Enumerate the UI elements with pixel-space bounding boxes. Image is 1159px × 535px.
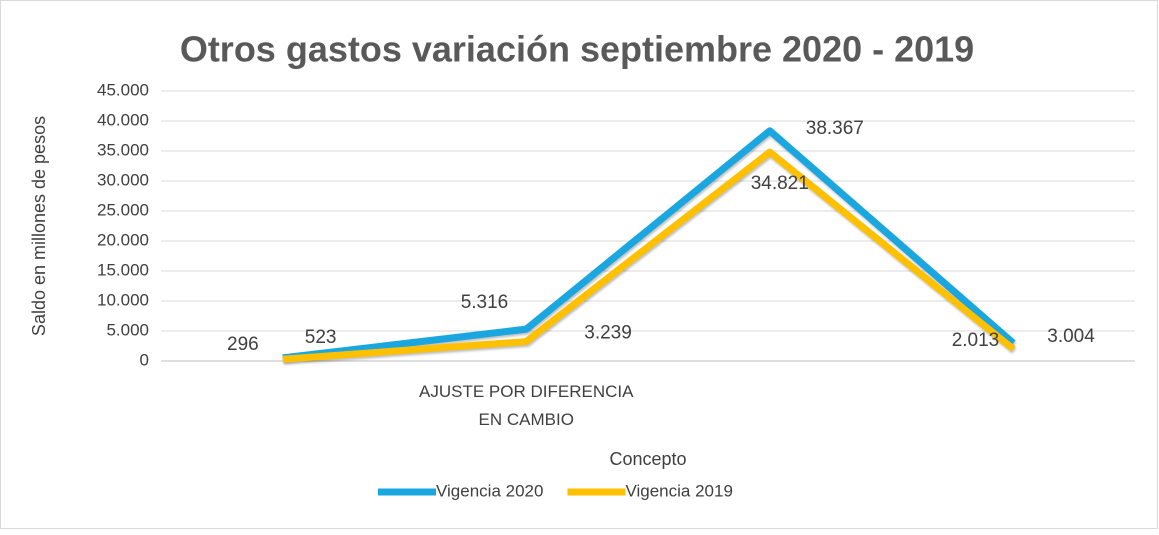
- data-label: 3.004: [1047, 326, 1095, 347]
- y-tick-label: 0: [140, 350, 149, 369]
- chart-title: Otros gastos variación septiembre 2020 -…: [180, 29, 974, 70]
- y-tick-label: 15.000: [97, 260, 149, 279]
- data-label: 523: [305, 327, 337, 348]
- y-tick-label: 30.000: [97, 170, 149, 189]
- y-axis-title: Saldo en millones de pesos: [29, 116, 49, 336]
- y-tick-label: 5.000: [106, 320, 149, 339]
- data-label: 5.316: [461, 292, 509, 313]
- x-axis-title: Concepto: [609, 449, 686, 469]
- data-label: 3.239: [584, 323, 632, 344]
- x-tick-label-line: EN CAMBIO: [479, 410, 574, 429]
- y-tick-label: 20.000: [97, 230, 149, 249]
- y-tick-label: 10.000: [97, 290, 149, 309]
- legend-label: Vigencia 2020: [436, 481, 543, 500]
- data-label: 38.367: [806, 118, 864, 139]
- data-label: 34.821: [751, 173, 809, 194]
- data-label: 2.013: [952, 330, 1000, 351]
- data-label: 296: [227, 334, 259, 355]
- y-tick-label: 45.000: [97, 80, 149, 99]
- y-tick-label: 25.000: [97, 200, 149, 219]
- x-tick-label: AJUSTE POR DIFERENCIA EN CAMBIO: [419, 382, 634, 429]
- x-tick-label-line: AJUSTE POR DIFERENCIA: [419, 382, 634, 401]
- y-tick-label: 35.000: [97, 140, 149, 159]
- legend-label: Vigencia 2019: [625, 481, 732, 500]
- series-line: [282, 148, 1016, 363]
- series-line: [282, 127, 1016, 362]
- y-tick-label: 40.000: [97, 110, 149, 129]
